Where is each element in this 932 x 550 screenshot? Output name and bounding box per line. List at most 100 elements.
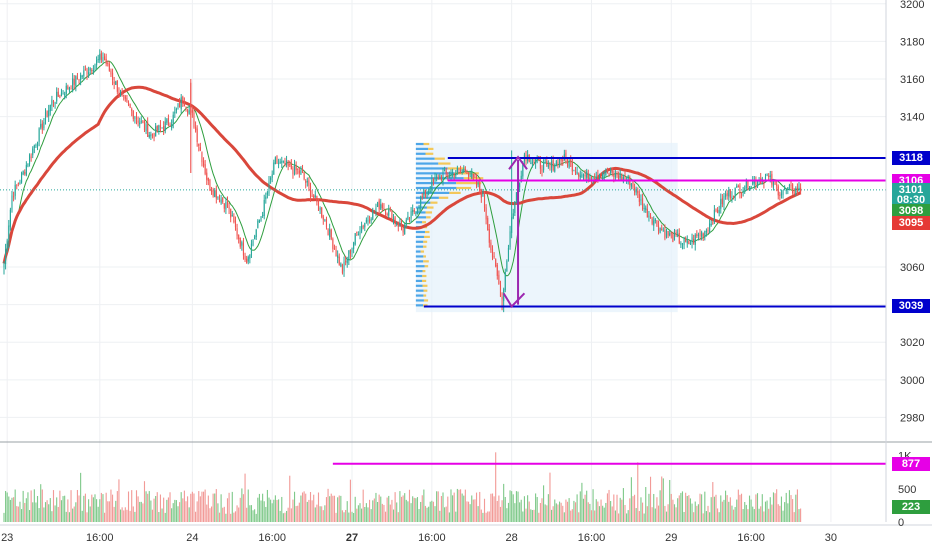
- drawing-tools[interactable]: [502, 155, 528, 309]
- volume-bar: [630, 477, 632, 522]
- volume-bar: [780, 496, 783, 522]
- volume-bar: [511, 491, 513, 522]
- volume-bar: [619, 497, 621, 522]
- volume-bar: [41, 489, 43, 522]
- candle-body: [386, 213, 388, 215]
- volume-bar: [533, 509, 535, 522]
- volume-bar: [485, 512, 487, 522]
- volume-bar: [460, 489, 462, 522]
- volume-bar: [499, 506, 502, 522]
- volume-bar: [787, 503, 789, 522]
- candle-body: [362, 226, 364, 228]
- profile-bar-down: [422, 274, 427, 278]
- volume-bar: [764, 501, 767, 522]
- horizontal-levels[interactable]: [332, 156, 886, 465]
- candle-body: [766, 174, 768, 176]
- profile-bar-down: [422, 284, 428, 287]
- volume-bar: [482, 512, 484, 522]
- candle-body: [713, 209, 715, 222]
- volume-bar: [384, 511, 387, 522]
- volume-bar: [305, 493, 307, 522]
- volume-bar: [635, 508, 637, 522]
- profile-bar-down: [423, 299, 429, 302]
- arrow-head-icon: [508, 155, 528, 170]
- candle-body: [179, 101, 181, 108]
- volume-bar: [595, 499, 597, 522]
- volume-bar: [418, 508, 420, 522]
- volume-bar: [396, 502, 398, 522]
- candle-body: [132, 111, 134, 119]
- volume-bar: [598, 506, 601, 522]
- candle-body: [602, 174, 604, 180]
- candle-body: [21, 173, 23, 183]
- candle-body: [137, 120, 139, 123]
- candle-body: [111, 72, 114, 80]
- volume-bar: [239, 497, 241, 522]
- candle-body: [656, 220, 658, 226]
- volume-bar: [92, 497, 94, 522]
- candle-body: [231, 215, 233, 217]
- volume-bar: [713, 496, 715, 522]
- candle-body: [673, 232, 676, 241]
- volume-bar: [514, 503, 516, 522]
- candle-body: [13, 196, 15, 198]
- volume-bar: [343, 512, 345, 522]
- candle-body: [324, 220, 326, 222]
- volume-bar: [70, 490, 72, 522]
- volume-bar: [574, 502, 577, 522]
- candle-body: [571, 162, 573, 172]
- candle-body: [392, 217, 395, 222]
- volume-bar: [244, 473, 246, 522]
- candle-body: [595, 176, 597, 178]
- volume-bar: [250, 505, 253, 522]
- volume-bar: [624, 504, 626, 522]
- candle-body: [174, 111, 176, 114]
- volume-bar: [560, 502, 562, 522]
- volume-bar: [732, 509, 735, 522]
- volume-bar: [100, 492, 102, 522]
- candle-body: [485, 207, 487, 220]
- candle-body: [372, 209, 374, 220]
- candle-body: [396, 223, 398, 225]
- volume-bar: [680, 492, 682, 522]
- volume-bar: [748, 495, 751, 522]
- profile-bar-up: [415, 221, 423, 224]
- candle-body: [611, 170, 613, 173]
- volume-bar: [174, 499, 176, 522]
- volume-bar: [734, 507, 736, 522]
- time-tick-label: 23: [1, 532, 13, 544]
- candle-body: [78, 79, 80, 81]
- candle-body: [81, 75, 83, 77]
- candle-body: [187, 110, 189, 113]
- profile-bar-up: [415, 289, 424, 292]
- volume-bar: [629, 498, 631, 522]
- volume-bar: [750, 499, 752, 522]
- candle-body: [270, 178, 272, 180]
- candle-body: [701, 231, 703, 238]
- candle-body: [504, 272, 506, 290]
- volume-bar: [597, 501, 599, 522]
- volume-bar: [348, 512, 350, 522]
- volume-bar: [772, 492, 775, 522]
- candle-body: [76, 77, 78, 80]
- ma-slow-line: [2, 85, 802, 264]
- candle-body: [242, 243, 245, 256]
- candle-body: [702, 233, 704, 237]
- candle-body: [214, 190, 216, 198]
- volume-bar: [180, 492, 182, 522]
- volume-bar: [166, 499, 168, 522]
- volume-bar: [653, 493, 655, 522]
- candle-body: [306, 181, 308, 183]
- volume-bar: [131, 490, 133, 522]
- volume-bar: [164, 512, 166, 522]
- volume-bar: [32, 502, 34, 522]
- candle-body: [723, 195, 725, 205]
- candle-body: [587, 173, 589, 181]
- candle-body: [603, 175, 605, 177]
- volume-bar: [646, 506, 648, 522]
- volume-bar: [570, 510, 572, 522]
- volume-bar: [798, 509, 800, 522]
- volume-bar: [755, 494, 757, 522]
- candle-body: [424, 190, 427, 196]
